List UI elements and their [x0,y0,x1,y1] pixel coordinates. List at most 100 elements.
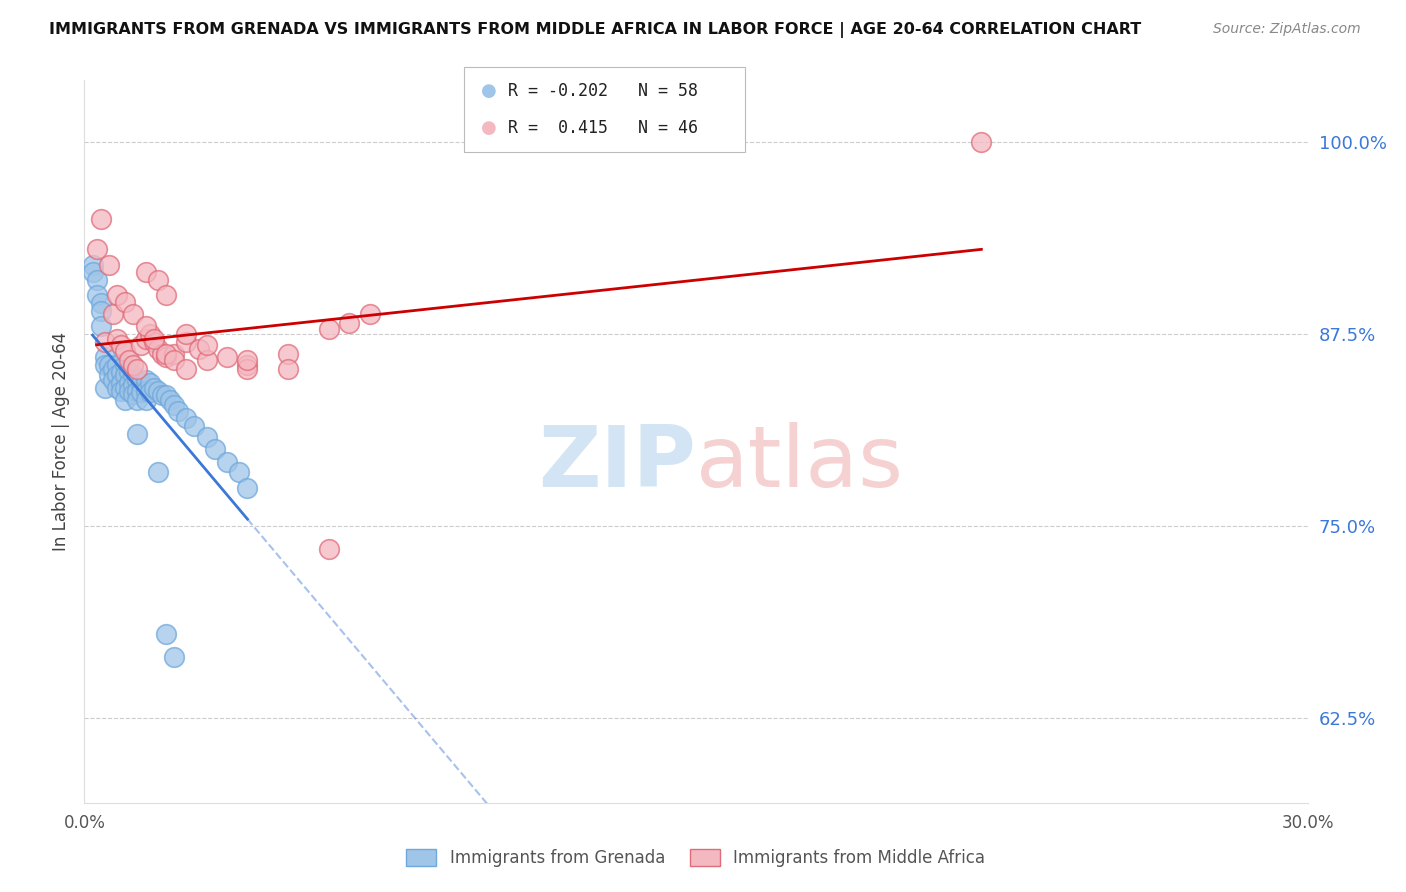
Point [163,649,186,664]
Text: IMMIGRANTS FROM GRENADA VS IMMIGRANTS FROM MIDDLE AFRICA IN LABOR FORCE | AGE 20: IMMIGRANTS FROM GRENADA VS IMMIGRANTS FR… [49,22,1142,38]
Point [114,381,136,395]
Point [90,319,112,334]
Text: R =  0.415   N = 46: R = 0.415 N = 46 [508,119,697,136]
Point [110,376,132,391]
Point [127,384,149,398]
Point [118,353,141,368]
Point [86,273,108,287]
Text: Source: ZipAtlas.com: Source: ZipAtlas.com [1213,22,1361,37]
Point [114,343,136,358]
Y-axis label: In Labor Force | Age 20-64: In Labor Force | Age 20-64 [52,332,70,551]
Point [236,362,259,376]
Point [110,365,132,379]
Point [146,273,169,287]
Point [150,388,173,402]
Point [131,337,153,351]
Point [159,392,181,407]
Point [97,368,120,383]
Point [138,326,160,341]
Point [135,265,157,279]
Point [93,381,115,395]
Point [217,454,239,468]
Point [127,373,149,387]
Point [155,388,177,402]
Text: ZIP: ZIP [538,422,696,505]
Point [122,377,145,392]
Point [195,337,218,351]
Point [187,343,209,357]
Point [142,334,165,349]
Point [146,343,169,357]
Point [163,398,186,412]
Point [155,288,177,302]
Point [82,265,104,279]
Point [135,392,157,407]
Point [277,347,299,361]
Point [122,307,145,321]
Point [167,404,190,418]
Point [228,465,250,479]
Point [131,376,153,391]
Point [138,385,160,400]
Point [131,385,153,400]
Text: atlas: atlas [696,422,904,505]
Point [114,358,136,372]
Point [217,350,239,364]
Point [101,373,124,387]
Point [86,288,108,302]
Point [105,358,128,372]
Point [110,384,132,398]
Point [90,296,112,310]
Point [135,319,157,334]
Point [90,211,112,226]
Point [236,353,259,368]
Point [101,307,124,321]
Point [86,243,108,257]
Point [82,258,104,272]
Point [114,294,136,309]
Point [114,368,136,383]
Point [318,322,340,336]
Point [105,288,128,302]
Point [174,362,197,376]
Point [114,392,136,407]
Point [93,350,115,364]
Point [127,426,149,441]
Point [150,347,173,361]
Point [183,419,205,434]
Point [127,362,149,376]
Point [105,368,128,383]
Point [135,373,157,387]
Point [195,353,218,368]
Point [318,542,340,557]
Point [101,362,124,376]
Point [174,334,197,349]
Text: ●: ● [481,82,498,100]
Point [97,358,120,372]
Point [339,316,361,330]
Legend: Immigrants from Grenada, Immigrants from Middle Africa: Immigrants from Grenada, Immigrants from… [406,848,986,867]
Point [127,392,149,407]
Point [142,381,165,395]
Point [93,334,115,349]
Point [146,384,169,398]
Point [163,353,186,368]
Point [138,376,160,391]
Point [204,442,226,457]
Point [97,258,120,272]
Point [155,350,177,364]
Point [90,304,112,318]
Point [118,376,141,391]
Point [163,347,186,361]
Point [122,368,145,383]
Point [195,430,218,444]
Point [105,332,128,346]
Point [277,362,299,376]
Text: ●: ● [481,119,498,136]
Point [122,387,145,401]
Point [93,358,115,372]
Point [174,411,197,425]
Point [142,332,165,346]
Point [118,365,141,379]
Point [174,326,197,341]
